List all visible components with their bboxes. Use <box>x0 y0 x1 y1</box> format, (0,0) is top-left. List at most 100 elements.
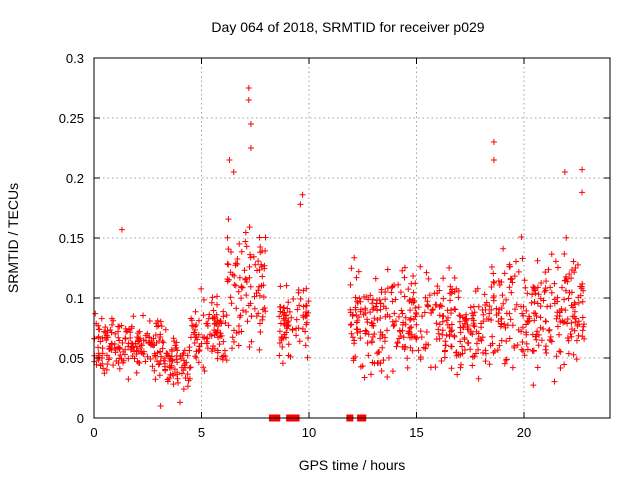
data-point <box>475 375 482 382</box>
data-point <box>534 300 541 307</box>
data-point <box>154 349 161 356</box>
data-point <box>440 313 447 320</box>
data-point <box>257 244 264 251</box>
data-point <box>207 331 214 338</box>
data-point <box>533 313 540 320</box>
data-point <box>571 308 578 315</box>
data-point <box>514 342 521 349</box>
data-point <box>238 283 245 290</box>
data-point <box>155 361 162 368</box>
data-point <box>480 311 487 318</box>
data-point <box>457 329 464 336</box>
data-point <box>442 347 449 354</box>
data-point <box>548 251 555 258</box>
data-point <box>444 321 451 328</box>
data-point <box>427 364 434 371</box>
data-point <box>561 250 568 257</box>
data-point <box>508 276 515 283</box>
data-point <box>241 267 248 274</box>
data-point <box>300 303 307 310</box>
data-point <box>361 294 368 301</box>
data-point <box>209 294 216 301</box>
data-point <box>102 329 109 336</box>
data-point <box>410 299 417 306</box>
data-point <box>284 325 291 332</box>
data-point-peak <box>579 189 586 196</box>
data-point <box>153 320 160 327</box>
axis-ticks: 0 5 10 15 20 0 0.05 0.1 0.15 0.2 0.25 0.3 <box>59 51 610 440</box>
data-point <box>568 319 575 326</box>
data-point <box>428 309 435 316</box>
data-point <box>92 310 99 317</box>
data-point <box>196 317 203 324</box>
data-point <box>546 326 553 333</box>
data-point <box>349 334 356 341</box>
data-point <box>471 323 478 330</box>
data-point <box>457 313 464 320</box>
data-point <box>353 274 360 281</box>
data-point <box>162 366 169 373</box>
data-point <box>147 356 154 363</box>
data-point <box>475 346 482 353</box>
x-tick-label: 15 <box>409 425 423 440</box>
data-point <box>102 324 109 331</box>
data-point <box>285 299 292 306</box>
data-point <box>399 327 406 334</box>
data-point <box>515 268 522 275</box>
data-point <box>459 343 466 350</box>
data-point <box>506 335 513 342</box>
data-point <box>127 334 134 341</box>
data-point <box>285 318 292 325</box>
data-point <box>348 330 355 337</box>
data-point <box>106 354 113 361</box>
data-point <box>295 325 302 332</box>
data-point <box>398 307 405 314</box>
data-point <box>579 298 586 305</box>
data-point <box>511 342 518 349</box>
data-point <box>198 285 205 292</box>
data-point <box>129 340 136 347</box>
data-point <box>280 315 287 322</box>
data-point <box>547 303 554 310</box>
data-point <box>422 341 429 348</box>
data-point <box>113 358 120 365</box>
data-point <box>399 267 406 274</box>
data-point <box>464 326 471 333</box>
data-point <box>347 309 354 316</box>
data-point <box>187 364 194 371</box>
data-point <box>507 316 514 323</box>
data-point <box>397 289 404 296</box>
data-point <box>518 303 525 310</box>
data-point <box>542 318 549 325</box>
data-point <box>119 339 126 346</box>
data-point <box>246 263 253 270</box>
data-point <box>457 338 464 345</box>
data-point <box>380 357 387 364</box>
data-point <box>394 339 401 346</box>
data-point <box>417 353 424 360</box>
data-point <box>252 261 259 268</box>
data-point <box>108 315 115 322</box>
data-point <box>426 292 433 299</box>
data-point <box>192 353 199 360</box>
data-point <box>235 288 242 295</box>
data-point <box>543 349 550 356</box>
data-point <box>238 295 245 302</box>
data-point <box>461 334 468 341</box>
data-point <box>374 307 381 314</box>
data-point <box>286 308 293 315</box>
data-point <box>178 370 185 377</box>
data-point <box>117 351 124 358</box>
data-point <box>177 353 184 360</box>
data-point <box>565 350 572 357</box>
data-point <box>465 340 472 347</box>
y-tick-label: 0.15 <box>59 231 84 246</box>
data-point <box>142 358 149 365</box>
data-point <box>257 249 264 256</box>
data-point <box>261 262 268 269</box>
data-point <box>452 306 459 313</box>
data-point <box>254 267 261 274</box>
data-point <box>412 305 419 312</box>
data-point <box>220 308 227 315</box>
data-point <box>535 291 542 298</box>
